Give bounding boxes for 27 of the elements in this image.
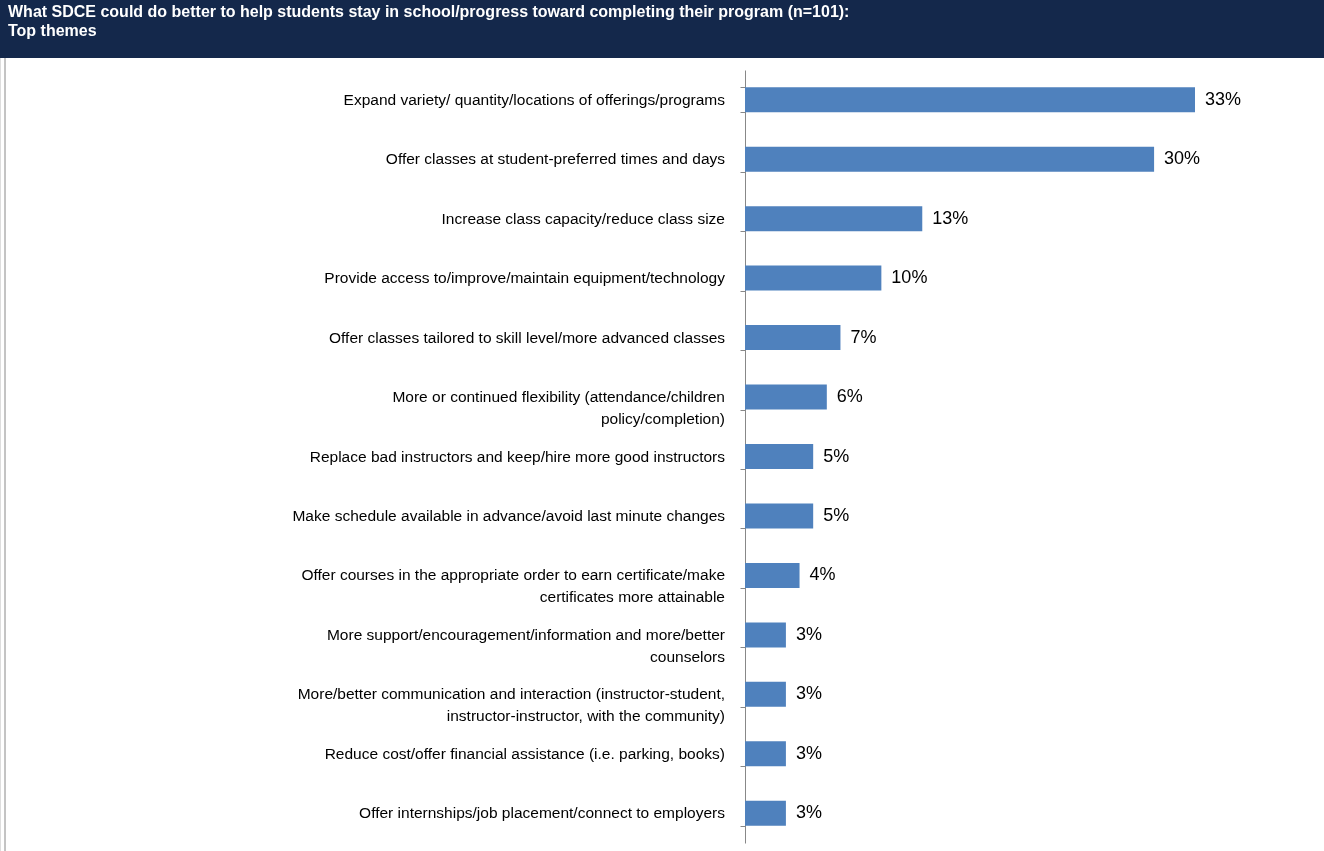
y-tick-label: Offer courses in the appropriate order to earn certificate/make certificates more attainable (301, 566, 725, 606)
data-label: 3% (795, 623, 822, 644)
data-label: 33% (1205, 88, 1242, 109)
y-tick-label: Provide access to/improve/maintain equipment/technology (324, 269, 726, 287)
y-tick-label: Offer internships/job placement/connect to employers (359, 804, 726, 822)
data-label: 10% (891, 267, 928, 288)
data-label: 13% (932, 207, 969, 228)
data-label: 30% (1164, 148, 1201, 169)
y-tick-label: More support/encouragement/information and more/better counselors (326, 625, 726, 665)
y-tick-label: Replace bad instructors and keep/hire more good instructors (309, 447, 726, 465)
y-tick-label: Expand variety/ quantity/locations of offerings/programs (343, 90, 726, 108)
y-tick-label: More or continued flexibility (attendance/children policy/completion) (392, 388, 725, 428)
y-tick-label: Offer classes at student-preferred times and days (385, 150, 726, 168)
data-label: 6% (836, 386, 863, 407)
data-label: 3% (795, 802, 822, 823)
data-label: 5% (823, 445, 850, 466)
data-label: 7% (850, 326, 877, 347)
data-label: 3% (795, 742, 822, 763)
data-label: 4% (809, 564, 836, 585)
data-label: 3% (795, 683, 822, 704)
y-tick-label: Make schedule available in advance/avoid last minute changes (292, 506, 726, 524)
y-tick-label: Reduce cost/offer financial assistance (i.e. parking, books) (324, 744, 725, 762)
y-tick-label: Offer classes tailored to skill level/more advanced classes (329, 328, 726, 346)
text: What SDCE could do better to help students stay in school/progress toward completing their program (n=101): Top themes (8, 3, 850, 39)
data-label: 5% (823, 504, 850, 525)
y-tick-label: More/better communication and interaction (instructor-student, instructor-instructor, with the community) (297, 685, 725, 725)
y-tick-label: Increase class capacity/reduce class size (441, 209, 725, 227)
